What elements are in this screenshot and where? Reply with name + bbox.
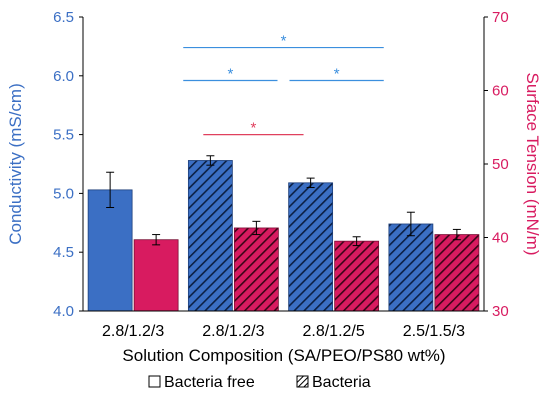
- conductivity-error-bar-3: [406, 211, 415, 237]
- conductivity-bar-0: [87, 189, 133, 312]
- right-tick-label: 70: [492, 9, 509, 26]
- left-axis-title: Conductivity (mS/cm): [6, 83, 25, 245]
- legend-swatch-bacteria-free: [148, 375, 161, 388]
- right-tick-label: 40: [492, 230, 509, 247]
- surface-tension-error-bar-1: [252, 220, 261, 236]
- significance-asterisk: *: [281, 33, 287, 50]
- category-label: 2.8/1.2/3: [102, 323, 164, 340]
- surface-tension-bar-2: [334, 240, 380, 312]
- conductivity-error-bar-0: [106, 171, 115, 209]
- significance-asterisk: *: [334, 66, 340, 83]
- left-tick-label: 4.5: [53, 244, 74, 261]
- legend-label-bacteria-free: Bacteria free: [164, 374, 255, 391]
- right-tick-labels: 30 40 50 60 70: [484, 9, 509, 320]
- category-label: 2.8/1.2/3: [202, 323, 264, 340]
- right-axis-title: Surface Tension (mN/m): [523, 73, 542, 256]
- surface-tension-error-bar-3: [452, 228, 461, 241]
- surface-tension-error-bar-2: [352, 236, 361, 247]
- left-tick-label: 5.5: [53, 127, 74, 144]
- left-tick-label: 5.0: [53, 185, 74, 202]
- conductivity-bar-3: [388, 223, 434, 312]
- right-tick-label: 30: [492, 303, 509, 320]
- surface-tension-error-bar-0: [152, 234, 161, 246]
- surface-tension-bar-3: [434, 234, 480, 312]
- category-label: 2.5/1.5/3: [403, 323, 465, 340]
- right-tick-label: 50: [492, 156, 509, 173]
- conductivity-error-bar-1: [206, 155, 215, 166]
- left-tick-label: 6.5: [53, 9, 74, 26]
- conductivity-bar-2: [288, 182, 334, 312]
- conductivity-bar-1: [187, 160, 233, 312]
- x-axis-title: Solution Composition (SA/PEO/PS80 wt%): [122, 346, 445, 365]
- surface-tension-bar-1: [233, 227, 279, 312]
- error-bars-layer: [106, 155, 461, 247]
- significance-asterisk: *: [227, 66, 233, 83]
- legend-label-bacteria: Bacteria: [312, 374, 371, 391]
- left-tick-labels: 4.0 4.5 5.0 5.5 6.0 6.5: [53, 9, 83, 320]
- bars-layer: [87, 160, 480, 312]
- left-tick-label: 4.0: [53, 303, 74, 320]
- significance-layer: * * * *: [183, 33, 384, 137]
- conductivity-error-bar-2: [306, 177, 315, 189]
- left-tick-label: 6.0: [53, 68, 74, 85]
- category-labels: 2.8/1.2/3 2.8/1.2/3 2.8/1.2/5 2.5/1.5/3: [102, 323, 465, 340]
- category-label: 2.8/1.2/5: [302, 323, 364, 340]
- legend: Bacteria free Bacteria: [148, 374, 371, 391]
- legend-swatch-bacteria: [296, 375, 309, 388]
- right-tick-label: 60: [492, 83, 509, 100]
- significance-asterisk: *: [251, 120, 257, 137]
- surface-tension-bar-0: [133, 239, 179, 312]
